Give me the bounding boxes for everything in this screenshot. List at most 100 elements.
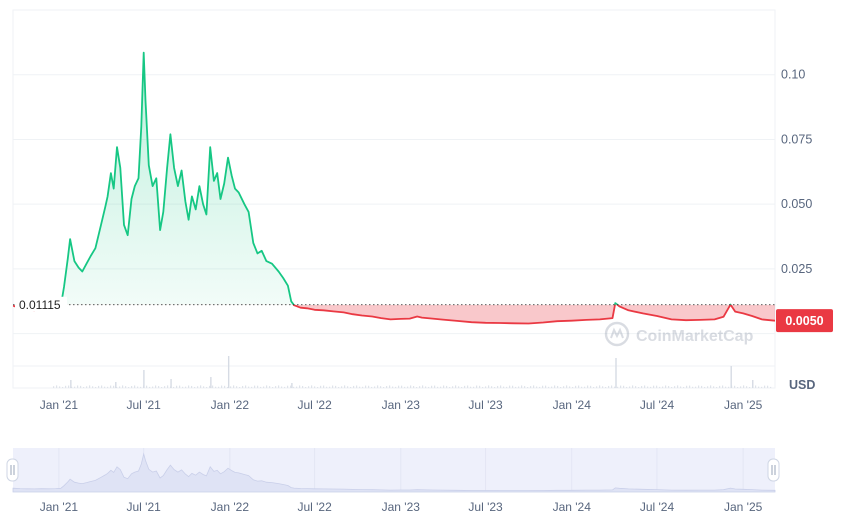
volume-bar [521, 385, 523, 388]
volume-bar [527, 386, 529, 388]
volume-bar [602, 386, 604, 388]
volume-bar [161, 386, 163, 388]
volume-bar [77, 385, 79, 388]
volume-bar [272, 386, 274, 388]
volume-bar [476, 385, 478, 388]
volume-bar [458, 386, 460, 388]
volume-bar [98, 385, 100, 388]
volume-bar [365, 385, 367, 388]
range-navigator[interactable] [6, 448, 780, 493]
volume-bar [524, 386, 526, 388]
navigator-left-handle[interactable] [6, 458, 19, 482]
volume-bar [290, 385, 292, 388]
volume-bar [239, 386, 241, 388]
volume-bar [455, 385, 457, 388]
volume-bar [398, 385, 400, 388]
volume-bar [503, 386, 505, 388]
volume-bar [590, 385, 592, 388]
volume-bar [212, 385, 214, 388]
x-tick-label: Jul '23 [468, 398, 503, 412]
volume-bar [353, 385, 355, 388]
volume-bar [605, 386, 607, 388]
baseline-label: 0.01115 [19, 298, 61, 312]
volume-bar [512, 385, 514, 388]
volume-bar [641, 386, 643, 388]
volume-bar [200, 385, 202, 388]
volume-bar [389, 385, 391, 388]
volume-bar [368, 385, 370, 388]
volume-bar [287, 385, 289, 388]
volume-bar [317, 386, 319, 388]
volume-bar [560, 386, 562, 388]
navigator-right-handle[interactable] [767, 458, 780, 482]
volume-bar [110, 385, 112, 388]
volume-bar [158, 386, 160, 388]
volume-bar [623, 385, 625, 388]
volume-bar [62, 386, 64, 388]
volume-bar [95, 386, 97, 388]
volume-bar [266, 385, 268, 388]
volume-bar [704, 386, 706, 388]
navigator-x-tick-label: Jan '23 [382, 500, 421, 514]
volume-bar [473, 386, 475, 388]
navigator-x-tick-label: Jul '22 [297, 500, 332, 514]
volume-bar [347, 386, 349, 388]
volume-bar [638, 386, 640, 388]
volume-bar [395, 386, 397, 388]
volume-bar [215, 386, 217, 388]
volume-bar [730, 366, 732, 388]
volume-bar [392, 386, 394, 388]
volume-bar [728, 386, 730, 388]
volume-bar [278, 385, 280, 388]
currency-label: USD [789, 378, 815, 392]
volume-bar [74, 386, 76, 388]
watermark: CoinMarketCap [604, 321, 754, 347]
volume-bar [115, 382, 117, 388]
volume-bar [323, 385, 325, 388]
volume-bar [113, 385, 115, 388]
volume-bar [539, 386, 541, 388]
volume-bar [401, 385, 403, 388]
navigator-x-axis: Jan '21 Jul '21 Jan '22 Jul '22 Jan '23 Jul '… [40, 500, 763, 514]
volume-bar [584, 386, 586, 388]
volume-bar [686, 385, 688, 388]
volume-bar [707, 386, 709, 388]
volume-bar [248, 386, 250, 388]
volume-bar [299, 385, 301, 388]
volume-bar [767, 385, 769, 388]
volume-bar [596, 386, 598, 388]
volume-bar [59, 386, 61, 388]
volume-bar [500, 385, 502, 388]
volume-bar [80, 385, 82, 388]
volume-bar [494, 386, 496, 388]
volume-bar [464, 385, 466, 388]
volume-bar [218, 386, 220, 388]
volume-bar [152, 386, 154, 388]
volume-bar [671, 386, 673, 388]
volume-bar [230, 386, 232, 388]
volume-bar [615, 358, 617, 388]
volume-bar [554, 385, 556, 388]
volume-bar [659, 386, 661, 388]
volume-bar [479, 385, 481, 388]
volume-bar [71, 386, 73, 388]
volume-bar [446, 385, 448, 388]
navigator-x-tick-label: Jan '22 [211, 500, 250, 514]
volume-bar [572, 386, 574, 388]
volume-bar [680, 386, 682, 388]
volume-bar [170, 379, 172, 388]
x-axis: Jan '21 Jul '21 Jan '22 Jul '22 Jan '23 Jul '… [40, 398, 763, 412]
volume-bar [107, 386, 109, 388]
volume-bar [257, 385, 259, 388]
x-tick-label: Jan '21 [40, 398, 79, 412]
volume-bar [167, 385, 169, 388]
volume-bar [386, 386, 388, 388]
volume-bar [719, 385, 721, 388]
volume-bar [548, 386, 550, 388]
volume-bar [254, 385, 256, 388]
volume-bar [296, 386, 298, 388]
volume-bar [326, 386, 328, 388]
navigator-x-tick-label: Jul '21 [127, 500, 162, 514]
volume-bar [770, 386, 772, 388]
